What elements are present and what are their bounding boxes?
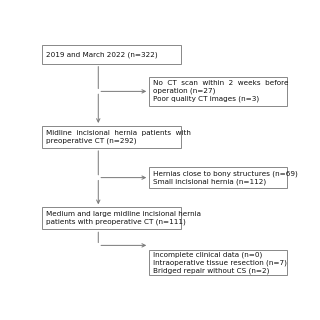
Text: Hernias close to bony structures (n=69)
Small incisional hernia (n=112): Hernias close to bony structures (n=69) … [153,170,298,185]
FancyBboxPatch shape [149,77,287,106]
FancyBboxPatch shape [149,167,287,188]
Text: No  CT  scan  within  2  weeks  before
operation (n=27)
Poor quality CT images (: No CT scan within 2 weeks before operati… [153,80,288,102]
FancyBboxPatch shape [149,250,287,275]
Text: 2019 and March 2022 (n=322): 2019 and March 2022 (n=322) [46,51,158,58]
Text: Medium and large midline incisional hernia
patients with preoperative CT (n=111): Medium and large midline incisional hern… [46,211,201,225]
Text: Incomplete clinical data (n=0)
Intraoperative tissue resection (n=7)
Bridged rep: Incomplete clinical data (n=0) Intraoper… [153,252,287,274]
FancyBboxPatch shape [43,126,181,148]
FancyBboxPatch shape [43,207,181,229]
Text: Midline  incisional  hernia  patients  with
preoperative CT (n=292): Midline incisional hernia patients with … [46,130,191,144]
FancyBboxPatch shape [43,45,181,64]
